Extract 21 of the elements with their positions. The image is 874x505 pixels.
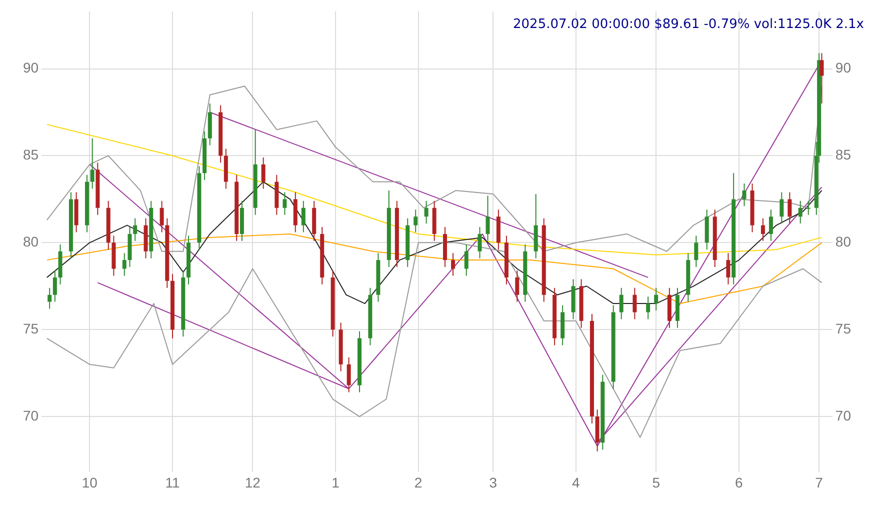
x-tick-label: 6 (735, 474, 744, 490)
y2-tick-label: 90 (835, 60, 852, 76)
x-tick-label: 1 (332, 474, 340, 490)
x-tick-label: 10 (82, 474, 98, 490)
y-tick-label: 85 (22, 146, 39, 163)
text: 2025.07.02 00:00:00 $89.61 -0.79% vol:1125.0K 2.1x (513, 17, 864, 32)
x-tick-label: 11 (165, 474, 180, 490)
x-tick-label: 5 (652, 474, 660, 490)
y-tick-label: 80 (22, 234, 39, 250)
y-tick-label: 90 (22, 60, 39, 76)
y2-tick-label: 70 (835, 407, 852, 424)
y2-tick-label: 75 (835, 320, 852, 336)
x-tick-label: 4 (572, 474, 580, 490)
x-tick-label: 2 (414, 474, 422, 490)
x-tick-label: 7 (815, 474, 824, 490)
y2-tick-label: 85 (835, 146, 852, 163)
y-tick-label: 75 (22, 320, 39, 336)
x-tick-label: 12 (244, 474, 261, 490)
x-tick-label: 3 (489, 474, 498, 490)
y2-tick-label: 80 (835, 234, 852, 250)
y-tick-label: 70 (22, 407, 39, 424)
